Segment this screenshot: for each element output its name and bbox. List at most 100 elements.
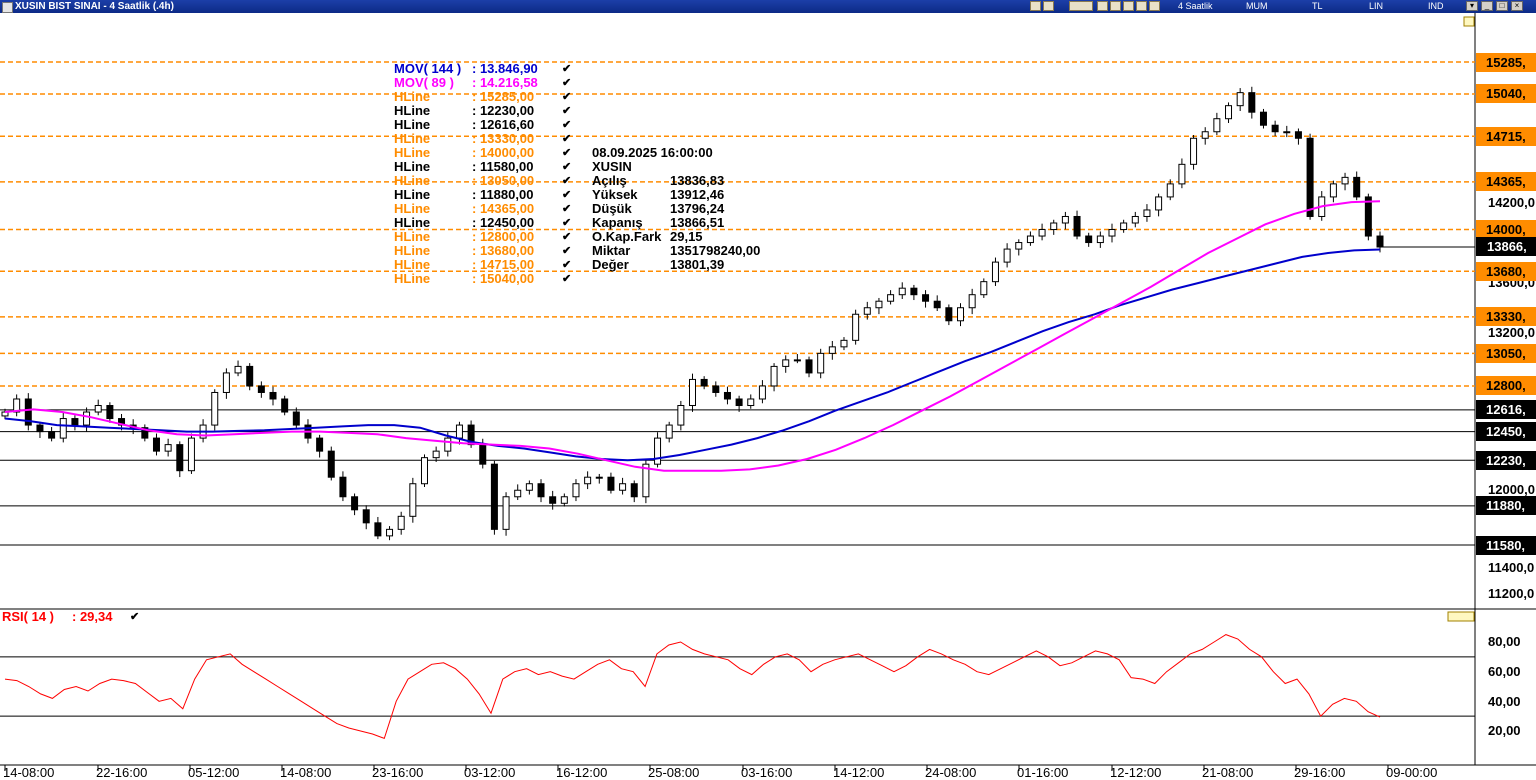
currency-button[interactable]: TL	[1312, 1, 1323, 11]
candle-body	[1248, 92, 1256, 113]
x-axis-label: 03-12:00	[464, 765, 516, 780]
candle-body	[24, 398, 32, 426]
checkmark-icon: ✔	[562, 105, 572, 117]
candle-body	[875, 300, 883, 309]
candle-body	[549, 496, 557, 504]
candle-body	[83, 411, 91, 426]
indicator-button[interactable]: IND	[1428, 1, 1444, 11]
maximize-icon[interactable]: □	[1496, 1, 1508, 11]
candle-body	[1353, 176, 1361, 198]
candle-body	[898, 287, 906, 296]
candle-body	[1120, 222, 1128, 231]
x-axis-label: 23-16:00	[372, 765, 424, 780]
candle-body	[770, 365, 778, 387]
candle-body	[968, 294, 976, 309]
info-label: Kapanış	[592, 215, 643, 230]
candle-body	[152, 437, 160, 452]
rsi-options-icon	[1447, 611, 1475, 622]
x-axis-label: 16-12:00	[556, 765, 608, 780]
window-menu-icon[interactable]: ▾	[1466, 1, 1478, 11]
candle-body	[246, 365, 254, 387]
x-axis-label: 25-08:00	[648, 765, 700, 780]
legend-hline-value: : 12230,00	[472, 103, 535, 118]
candle-body	[1271, 124, 1279, 133]
candle-body	[502, 496, 510, 530]
candle-body	[1376, 235, 1384, 248]
x-axis-label: 14-08:00	[280, 765, 332, 780]
candle-body	[1085, 235, 1093, 244]
refresh-icon[interactable]	[1149, 1, 1160, 11]
legend-hline-name: HLine	[394, 117, 431, 132]
candle-body	[735, 398, 743, 407]
checkmark-icon: ✔	[562, 231, 572, 243]
last-price-label: 13866,	[1476, 237, 1536, 257]
window-title: XUSIN BIST SINAI - 4 Saatlik (.4h)	[15, 1, 174, 12]
candle-body	[211, 391, 219, 426]
candle-body	[362, 509, 370, 524]
x-axis-label: 24-08:00	[925, 765, 977, 780]
candle-body	[48, 431, 56, 439]
draw-icon[interactable]	[1110, 1, 1121, 11]
candle-body	[1003, 248, 1011, 263]
candle-body	[782, 359, 790, 367]
period-selector[interactable]: 4 Saatlik	[1178, 1, 1213, 11]
candle-body	[584, 476, 592, 485]
info-symbol: XUSIN	[592, 159, 632, 174]
legend-hline-value: : 15040,00	[472, 271, 535, 286]
candle-body	[619, 483, 627, 491]
candle-body	[444, 437, 452, 452]
close-icon[interactable]: ×	[1511, 1, 1523, 11]
checkmark-icon: ✔	[562, 133, 572, 145]
x-axis-label: 21-08:00	[1202, 765, 1254, 780]
info-value: 29,15	[670, 229, 703, 244]
hline-value-label: 14715,	[1476, 126, 1536, 146]
minimize-icon[interactable]: _	[1481, 1, 1493, 11]
chart-type-icon[interactable]	[1030, 1, 1041, 11]
legend-hline-value: : 15285,00	[472, 89, 535, 104]
hline-value-label: 12230,	[1476, 450, 1536, 470]
candle-body	[1143, 209, 1151, 217]
candle-body	[1061, 215, 1069, 224]
candle-body	[1306, 137, 1314, 217]
candle-body	[945, 307, 953, 322]
candle-body	[432, 450, 440, 459]
legend-hline-name: HLine	[394, 201, 431, 216]
checkmark-icon: ✔	[562, 77, 572, 89]
candle-body	[269, 391, 277, 400]
checkmark-icon: ✔	[562, 203, 572, 215]
legend-mov144-value: : 13.846,90	[472, 61, 538, 76]
legend-mov144-name: MOV( 144 )	[394, 61, 462, 76]
candle-body	[13, 398, 21, 413]
candle-body	[1131, 215, 1139, 224]
x-axis-label: 01-16:00	[1017, 765, 1069, 780]
template-icon[interactable]	[1069, 1, 1093, 11]
candle-body	[712, 385, 720, 393]
candle-body	[922, 294, 930, 302]
print-icon[interactable]	[1136, 1, 1147, 11]
hline-value-label: 12616,	[1476, 400, 1536, 420]
hline-value-label: 13330,	[1476, 307, 1536, 327]
candle-body	[1294, 131, 1302, 139]
info-label: Açılış	[592, 173, 627, 188]
hline-value-label: 11880,	[1476, 496, 1536, 516]
x-axis-label: 12-12:00	[1110, 765, 1162, 780]
candle-body	[1329, 183, 1337, 198]
scale-button[interactable]: LIN	[1369, 1, 1384, 11]
candle-mode-button[interactable]: MUM	[1246, 1, 1268, 11]
candle-body	[1166, 183, 1174, 198]
price-chart[interactable]	[0, 13, 1536, 778]
candle-body	[106, 405, 114, 420]
candle-body	[257, 385, 265, 393]
candle-body	[141, 427, 149, 439]
legend-hline-name: HLine	[394, 257, 431, 272]
zoom-icon[interactable]	[1097, 1, 1108, 11]
rsi-line	[4, 634, 1381, 740]
indicator-icon[interactable]	[1043, 1, 1054, 11]
hline-value-label: 13050,	[1476, 343, 1536, 363]
settings-icon[interactable]	[1123, 1, 1134, 11]
legend-mov89-value: : 14.216,58	[472, 75, 538, 90]
candle-body	[910, 287, 918, 296]
candle-body	[723, 391, 731, 400]
candle-body	[991, 261, 999, 283]
checkmark-icon: ✔	[562, 189, 572, 201]
